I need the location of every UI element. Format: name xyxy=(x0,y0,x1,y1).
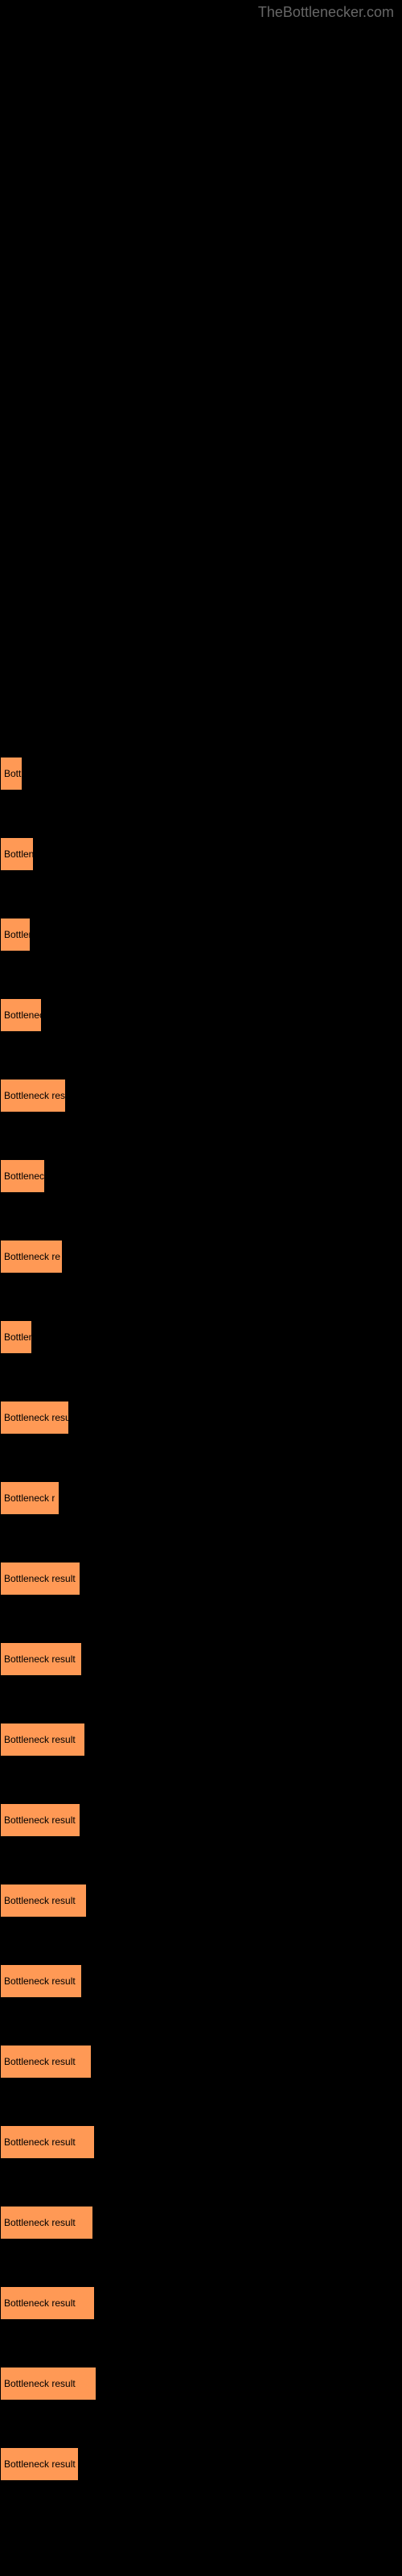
top-spacer xyxy=(0,0,402,757)
bar-label: Bottleneck result xyxy=(4,1653,76,1665)
bar-item: Bottleneck result xyxy=(0,1723,402,1757)
bar-item: Bottleneck res xyxy=(0,1079,402,1113)
chart-bar: Bottleneck result xyxy=(0,1964,82,1998)
bar-item: Bottleneck result xyxy=(0,1803,402,1837)
chart-bar: Bottleneck res xyxy=(0,1079,66,1113)
bar-item: Bottleneck result xyxy=(0,2367,402,2401)
bar-label: Bottleneck result xyxy=(4,1895,76,1906)
chart-bar: Bottleneck result xyxy=(0,2045,92,2079)
bar-label: Bottleneck re xyxy=(4,1251,60,1262)
bars-container: Bottl Bottleneck Bottler Bottleneck Bottlene… xyxy=(0,757,402,2528)
bar-label: Bottl xyxy=(4,768,22,779)
bar-label: Bottleneck result xyxy=(4,2217,76,2228)
bar-label: Bottleneck result xyxy=(4,2378,76,2389)
bar-item: Bottleneck result xyxy=(0,2125,402,2159)
bar-label: Bottleneck result xyxy=(4,1975,76,1987)
chart-bar: Bottleneck result xyxy=(0,2125,95,2159)
chart-bar: Bottleneck r xyxy=(0,1481,59,1515)
bar-item: Bottleneck result xyxy=(0,2206,402,2240)
bar-label: Bottleneck r xyxy=(4,1492,55,1504)
bar-chart: Bottl Bottleneck Bottler Bottleneck Bottlene… xyxy=(0,757,402,2528)
bar-item: Bottleneck r xyxy=(0,1481,402,1515)
chart-bar: Bottleneck result xyxy=(0,2447,79,2481)
bar-item: Bottleneck xyxy=(0,1159,402,1193)
chart-bar: Bottleneck result xyxy=(0,1642,82,1676)
bar-label: Bottleneck result xyxy=(4,1814,76,1826)
chart-bar: Bottleneck xyxy=(0,837,34,871)
bar-item: Bottleneck xyxy=(0,837,402,871)
bar-label: Bottleneck xyxy=(4,848,33,860)
bar-item: Bottlenec xyxy=(0,1320,402,1354)
chart-bar: Bottleneck result xyxy=(0,1723,85,1757)
bar-label: Bottleneck res xyxy=(4,1090,65,1101)
bar-item: Bottleneck result xyxy=(0,1562,402,1596)
bar-label: Bottlenec xyxy=(4,1331,31,1343)
chart-bar: Bottl xyxy=(0,757,23,791)
chart-bar: Bottleneck re xyxy=(0,1240,63,1274)
chart-bar: Bottlenec xyxy=(0,1320,32,1354)
bar-item: Bottleneck resu xyxy=(0,1401,402,1435)
chart-bar: Bottleneck result xyxy=(0,1803,80,1837)
bar-label: Bottleneck xyxy=(4,1009,41,1021)
chart-bar: Bottler xyxy=(0,918,31,952)
chart-bar: Bottleneck xyxy=(0,998,42,1032)
chart-bar: Bottleneck result xyxy=(0,2286,95,2320)
bar-label: Bottleneck result xyxy=(4,2136,76,2148)
chart-bar: Bottleneck xyxy=(0,1159,45,1193)
bar-label: Bottleneck result xyxy=(4,2297,76,2309)
bar-label: Bottleneck result xyxy=(4,1573,76,1584)
chart-bar: Bottleneck result xyxy=(0,1562,80,1596)
chart-bar: Bottleneck resu xyxy=(0,1401,69,1435)
chart-bar: Bottleneck result xyxy=(0,1884,87,1918)
bar-label: Bottler xyxy=(4,929,30,940)
bar-label: Bottleneck resu xyxy=(4,1412,68,1423)
bar-item: Bottleneck result xyxy=(0,1964,402,1998)
chart-bar: Bottleneck result xyxy=(0,2206,93,2240)
bar-item: Bottleneck result xyxy=(0,2286,402,2320)
bar-item: Bottleneck xyxy=(0,998,402,1032)
bar-item: Bottleneck result xyxy=(0,2447,402,2481)
bar-item: Bottler xyxy=(0,918,402,952)
watermark-text: TheBottlenecker.com xyxy=(258,4,394,21)
bar-label: Bottleneck result xyxy=(4,1734,76,1745)
bar-item: Bottleneck result xyxy=(0,1642,402,1676)
bar-label: Bottleneck result xyxy=(4,2458,76,2470)
bar-label: Bottleneck xyxy=(4,1170,44,1182)
bar-item: Bottl xyxy=(0,757,402,791)
chart-bar: Bottleneck result xyxy=(0,2367,96,2401)
bar-item: Bottleneck result xyxy=(0,1884,402,1918)
bar-item: Bottleneck result xyxy=(0,2045,402,2079)
bar-item: Bottleneck re xyxy=(0,1240,402,1274)
bar-label: Bottleneck result xyxy=(4,2056,76,2067)
